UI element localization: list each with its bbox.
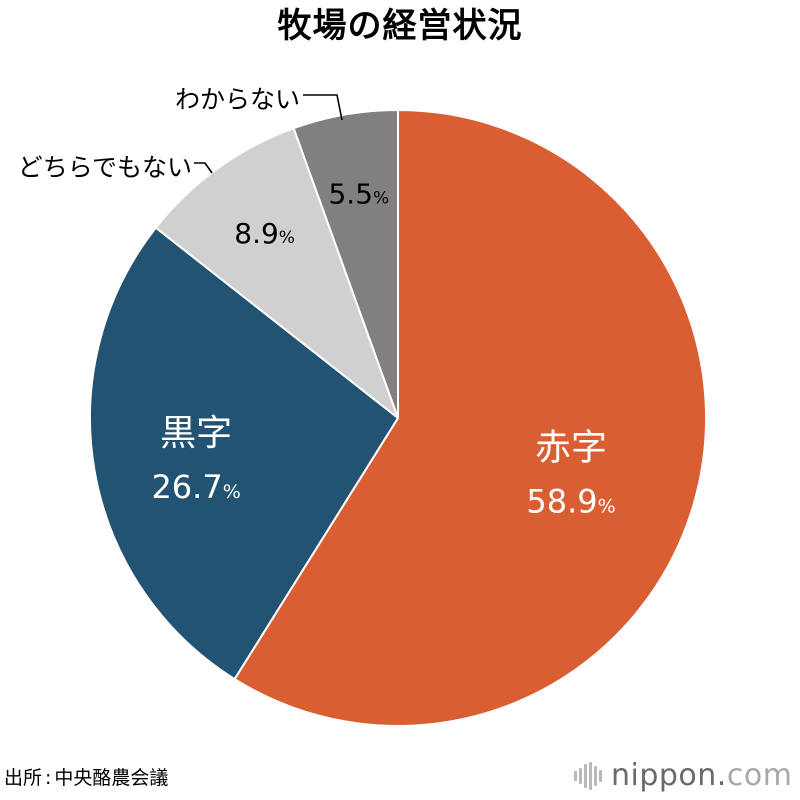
slice-3-leader-line (194, 162, 213, 174)
logo-text-main: nippon. (611, 758, 727, 793)
logo-text-suffix: com (726, 758, 793, 793)
chart-title: 牧場の経営状況 (277, 6, 523, 46)
slice-3-label: どちらでもない (18, 153, 192, 182)
slice-1-value: 58.9% (526, 483, 615, 521)
slice-2-label: 黒字 (160, 413, 232, 454)
slice-4-value: 5.5% (328, 178, 389, 211)
slice-1-wedge (233, 109, 708, 727)
logo-wordmark: nippon.com (611, 756, 792, 796)
source-note: 出所: 中央酪農会議 (4, 764, 168, 792)
source-name: 中央酪農会議 (54, 767, 169, 789)
slice-2-value: 26.7% (151, 468, 240, 506)
source-separator: : (45, 767, 52, 789)
nippon-logo: nippon.com (574, 756, 792, 796)
slice-1-label: 赤字 (535, 428, 607, 469)
slice-4-wedge (292, 109, 399, 419)
slice-3-value: 8.9% (234, 217, 295, 250)
slice-2-wedge (89, 226, 399, 681)
slice-4-label: わからない (175, 85, 300, 114)
source-label: 出所 (4, 767, 43, 789)
logo-bars-icon (574, 760, 604, 792)
slice-3-wedge (154, 127, 399, 419)
slice-4-leader-line (303, 94, 343, 121)
